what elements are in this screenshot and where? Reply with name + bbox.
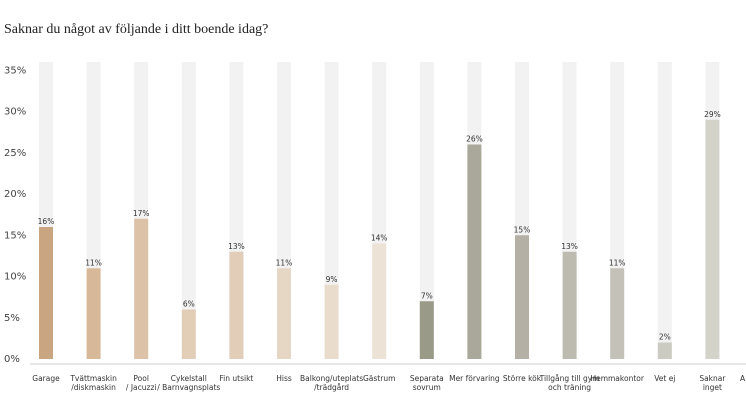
- x-tick-label: /trädgård: [314, 383, 349, 392]
- y-tick-label: 20%: [4, 189, 26, 200]
- data-label: 15%: [514, 225, 531, 234]
- x-tick-label: A: [740, 374, 746, 383]
- bar: [467, 144, 482, 359]
- data-label: 2%: [659, 333, 671, 342]
- bar: [562, 251, 577, 359]
- bar: [39, 227, 53, 359]
- data-label: 6%: [183, 300, 195, 309]
- x-tick-label: sovrum: [413, 383, 441, 392]
- chart-title: Saknar du något av följande i ditt boend…: [4, 22, 268, 37]
- y-tick-label: 10%: [4, 272, 26, 283]
- x-tick-label: Mer förvaring: [449, 374, 500, 383]
- x-tick-label: Fin utsikt: [219, 374, 253, 383]
- x-tick-label: Hemmakontor: [590, 374, 644, 383]
- x-tick-label: Gästrum: [363, 374, 395, 383]
- x-tick-label: Tvättmaskin: [69, 374, 117, 383]
- y-tick-label: 35%: [4, 65, 26, 76]
- x-tick-label: Balkong/uteplats: [300, 374, 363, 383]
- data-label: 11%: [85, 258, 102, 267]
- data-label: 11%: [276, 258, 293, 267]
- x-tick-label: Pool: [133, 374, 149, 383]
- bar: [515, 235, 529, 359]
- bar: [134, 218, 149, 359]
- bar: [610, 268, 625, 359]
- x-tick-label: /diskmaskin: [71, 383, 116, 392]
- bar-track: [181, 62, 196, 359]
- x-tick-label: Separata: [410, 374, 444, 383]
- x-tick-label: / Jacuzzi: [126, 383, 157, 392]
- x-tick-label: inget: [703, 383, 722, 392]
- y-tick-label: 25%: [4, 148, 26, 159]
- data-label: 13%: [228, 242, 245, 251]
- x-tick-label: Cykelstall: [171, 374, 207, 383]
- x-tick-label: Tillgång till gym: [539, 374, 600, 383]
- x-tick-label: Hiss: [276, 374, 292, 383]
- data-label: 16%: [38, 217, 55, 226]
- bar: [324, 284, 339, 359]
- bar: [229, 251, 244, 359]
- x-tick-label: Större kök: [503, 374, 542, 383]
- bar: [705, 119, 720, 359]
- data-label: 13%: [561, 242, 578, 251]
- data-label: 9%: [326, 275, 338, 284]
- bar: [277, 268, 291, 359]
- y-tick-label: 0%: [4, 354, 20, 365]
- bar: [86, 268, 101, 359]
- bar: [181, 309, 196, 359]
- x-tick-label: och träning: [548, 383, 591, 392]
- data-label: 7%: [421, 291, 433, 300]
- data-label: 29%: [704, 110, 721, 119]
- x-tick-label: Vet ej: [654, 374, 675, 383]
- y-tick-label: 5%: [4, 313, 20, 324]
- data-label: 26%: [466, 135, 483, 144]
- bar: [657, 342, 672, 359]
- y-tick-label: 30%: [4, 107, 26, 118]
- bar-track: [657, 62, 672, 359]
- data-label: 11%: [609, 258, 626, 267]
- bar: [372, 243, 387, 359]
- x-tick-label: Garage: [32, 374, 60, 383]
- data-label: 14%: [371, 234, 388, 243]
- y-tick-label: 15%: [4, 230, 26, 241]
- x-tick-label: Saknar: [699, 374, 726, 383]
- x-tick-label: / Barnvagnsplats: [157, 383, 220, 392]
- bar: [419, 301, 434, 359]
- data-label: 17%: [133, 209, 150, 218]
- bar-track: [419, 62, 434, 359]
